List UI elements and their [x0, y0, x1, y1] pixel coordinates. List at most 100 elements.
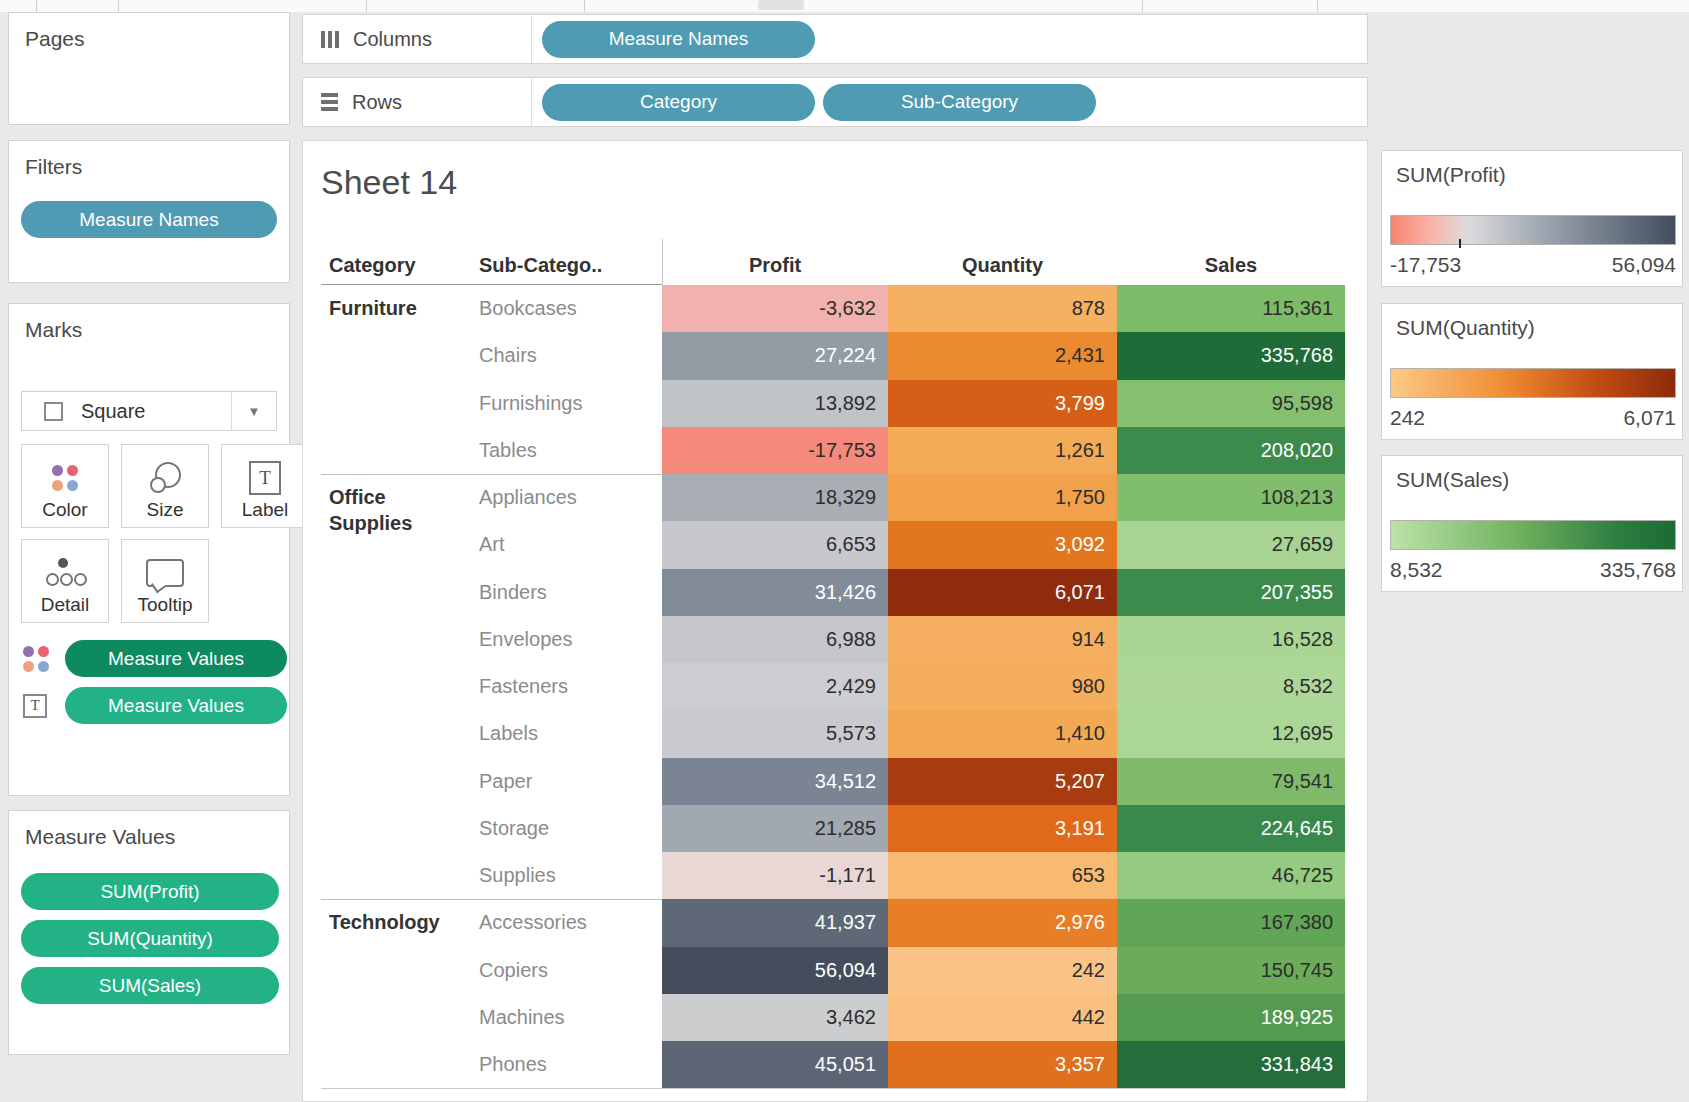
mark-cell[interactable]: 8,532 — [1117, 663, 1345, 710]
color-button[interactable]: Color — [21, 444, 109, 528]
measure-values-pill-sum-profit[interactable]: SUM(Profit) — [21, 873, 279, 910]
mark-cell[interactable]: 21,285 — [662, 805, 888, 852]
filter-pill-measure-names[interactable]: Measure Names — [21, 201, 277, 238]
mark-cell[interactable]: 335,768 — [1117, 332, 1345, 379]
text-icon: T — [23, 694, 47, 718]
mark-cell[interactable]: 45,051 — [662, 1041, 888, 1088]
mark-cell[interactable]: 18,329 — [662, 474, 888, 521]
mark-cell[interactable]: 208,020 — [1117, 427, 1345, 474]
chevron-down-icon[interactable]: ▼ — [231, 392, 276, 430]
sub-category-label[interactable]: Storage — [471, 805, 662, 852]
mark-cell[interactable]: 224,645 — [1117, 805, 1345, 852]
mark-cell[interactable]: 16,528 — [1117, 616, 1345, 663]
marks-pill-measure-values[interactable]: Measure Values — [65, 640, 287, 677]
legend-quantity-gradient[interactable] — [1390, 368, 1676, 398]
marks-pill-measure-values[interactable]: Measure Values — [65, 687, 287, 724]
sub-category-label[interactable]: Fasteners — [471, 663, 662, 710]
rows-shelf[interactable]: Rows CategorySub-Category — [302, 77, 1368, 127]
mark-cell[interactable]: 3,191 — [888, 805, 1117, 852]
mark-cell[interactable]: 6,653 — [662, 521, 888, 568]
mark-cell[interactable]: 3,092 — [888, 521, 1117, 568]
column-header-sales[interactable]: Sales — [1117, 254, 1345, 277]
tooltip-button-label: Tooltip — [138, 594, 193, 616]
mark-cell[interactable]: 27,659 — [1117, 521, 1345, 568]
rows-pill-sub-category[interactable]: Sub-Category — [823, 84, 1096, 121]
mark-cell[interactable]: 12,695 — [1117, 710, 1345, 757]
sub-category-label[interactable]: Chairs — [471, 332, 662, 379]
sub-category-label[interactable]: Copiers — [471, 947, 662, 994]
column-header-quantity[interactable]: Quantity — [888, 254, 1117, 277]
mark-cell[interactable]: 34,512 — [662, 758, 888, 805]
mark-cell[interactable]: 914 — [888, 616, 1117, 663]
mark-cell[interactable]: 108,213 — [1117, 474, 1345, 521]
rows-pill-category[interactable]: Category — [542, 84, 815, 121]
table-row: TechnologyAccessories41,9372,976167,380 — [321, 899, 1351, 946]
sub-category-label[interactable]: Envelopes — [471, 616, 662, 663]
sub-category-label[interactable]: Phones — [471, 1041, 662, 1088]
sub-category-label[interactable]: Appliances — [471, 474, 662, 521]
mark-cell[interactable]: 6,988 — [662, 616, 888, 663]
mark-cell[interactable]: 5,207 — [888, 758, 1117, 805]
sub-category-label[interactable]: Tables — [471, 427, 662, 474]
mark-cell[interactable]: 150,745 — [1117, 947, 1345, 994]
mark-cell[interactable]: 46,725 — [1117, 852, 1345, 899]
mark-cell[interactable]: 207,355 — [1117, 569, 1345, 616]
mark-cell[interactable]: 653 — [888, 852, 1117, 899]
columns-shelf[interactable]: Columns Measure Names — [302, 14, 1368, 64]
mark-cell[interactable]: 95,598 — [1117, 380, 1345, 427]
mark-cell[interactable]: 56,094 — [662, 947, 888, 994]
mark-cell[interactable]: 2,429 — [662, 663, 888, 710]
mark-cell[interactable]: 2,976 — [888, 899, 1117, 946]
mark-cell[interactable]: -1,171 — [662, 852, 888, 899]
mark-cell[interactable]: -3,632 — [662, 285, 888, 332]
mark-cell[interactable]: 1,750 — [888, 474, 1117, 521]
mark-cell[interactable]: -17,753 — [662, 427, 888, 474]
mark-cell[interactable]: 6,071 — [888, 569, 1117, 616]
legend-profit-gradient[interactable] — [1390, 215, 1676, 245]
measure-values-pill-sum-quantity[interactable]: SUM(Quantity) — [21, 920, 279, 957]
mark-cell[interactable]: 27,224 — [662, 332, 888, 379]
mark-cell[interactable]: 3,357 — [888, 1041, 1117, 1088]
tooltip-button[interactable]: Tooltip — [121, 539, 209, 623]
mark-cell[interactable]: 242 — [888, 947, 1117, 994]
label-button[interactable]: TLabel — [221, 444, 309, 528]
sub-category-label[interactable]: Machines — [471, 994, 662, 1041]
sub-category-label[interactable]: Bookcases — [471, 285, 662, 332]
sub-category-label[interactable]: Binders — [471, 569, 662, 616]
sub-category-label[interactable]: Paper — [471, 758, 662, 805]
column-header-profit[interactable]: Profit — [662, 254, 888, 277]
mark-cell[interactable]: 79,541 — [1117, 758, 1345, 805]
mark-cell[interactable]: 442 — [888, 994, 1117, 1041]
mark-cell[interactable]: 3,799 — [888, 380, 1117, 427]
mark-cell[interactable]: 1,261 — [888, 427, 1117, 474]
sub-category-label[interactable]: Supplies — [471, 852, 662, 899]
toolbar-button[interactable] — [758, 0, 804, 10]
legend-sales-gradient[interactable] — [1390, 520, 1676, 550]
mark-cell[interactable]: 3,462 — [662, 994, 888, 1041]
size-button[interactable]: Size — [121, 444, 209, 528]
mark-cell[interactable]: 115,361 — [1117, 285, 1345, 332]
category-label — [321, 852, 471, 899]
column-header-category[interactable]: Category — [321, 254, 471, 277]
sub-category-label[interactable]: Art — [471, 521, 662, 568]
measure-values-pill-sum-sales[interactable]: SUM(Sales) — [21, 967, 279, 1004]
detail-button[interactable]: Detail — [21, 539, 109, 623]
mark-cell[interactable]: 41,937 — [662, 899, 888, 946]
column-header-sub-catego[interactable]: Sub-Catego.. — [471, 254, 662, 277]
mark-cell[interactable]: 1,410 — [888, 710, 1117, 757]
mark-cell[interactable]: 331,843 — [1117, 1041, 1345, 1088]
mark-cell[interactable]: 167,380 — [1117, 899, 1345, 946]
sub-category-label[interactable]: Labels — [471, 710, 662, 757]
mark-cell[interactable]: 189,925 — [1117, 994, 1345, 1041]
mark-cell[interactable]: 31,426 — [662, 569, 888, 616]
mark-cell[interactable]: 5,573 — [662, 710, 888, 757]
mark-cell[interactable]: 13,892 — [662, 380, 888, 427]
mark-cell[interactable]: 878 — [888, 285, 1117, 332]
mark-cell[interactable]: 2,431 — [888, 332, 1117, 379]
sub-category-label[interactable]: Furnishings — [471, 380, 662, 427]
sub-category-label[interactable]: Accessories — [471, 899, 662, 946]
columns-pill-measure-names[interactable]: Measure Names — [542, 21, 815, 58]
mark-type-dropdown[interactable]: Square ▼ — [21, 391, 277, 431]
mark-cell[interactable]: 980 — [888, 663, 1117, 710]
category-label: Technology — [321, 899, 471, 946]
